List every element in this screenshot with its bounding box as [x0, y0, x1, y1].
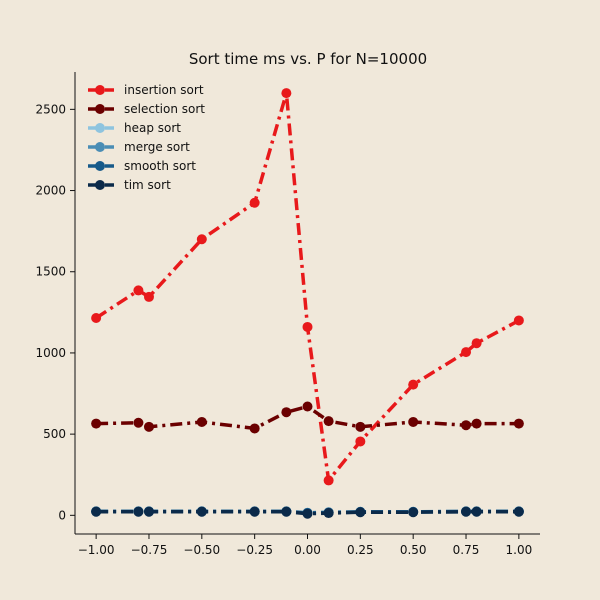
legend-swatch-marker	[95, 180, 105, 190]
data-point	[323, 416, 334, 427]
y-tick-label: 0	[58, 508, 66, 522]
data-point	[323, 475, 334, 486]
chart-title: Sort time ms vs. P for N=10000	[189, 50, 427, 68]
x-tick-label: 1.00	[506, 543, 533, 557]
data-point	[471, 506, 482, 517]
data-point	[461, 420, 472, 431]
y-tick-label: 2500	[35, 102, 66, 116]
data-point	[281, 88, 292, 99]
data-point	[281, 407, 292, 418]
legend: insertion sort selection sort heap sort mer…	[88, 83, 205, 192]
x-tick-label: −0.50	[183, 543, 220, 557]
data-point	[143, 291, 154, 302]
data-point	[91, 418, 102, 429]
data-point	[513, 506, 524, 517]
x-tick-label: −0.25	[236, 543, 273, 557]
data-point	[249, 423, 260, 434]
data-point	[323, 508, 334, 519]
data-point	[408, 507, 419, 518]
series-tim-sort	[91, 506, 524, 519]
x-tick-label: 0.75	[453, 543, 480, 557]
y-tick-label: 1500	[35, 265, 66, 279]
x-tick-label: 0.50	[400, 543, 427, 557]
legend-label: heap sort	[124, 121, 181, 135]
data-point	[133, 506, 144, 517]
legend-label: insertion sort	[124, 83, 204, 97]
legend-label: selection sort	[124, 102, 205, 116]
legend-swatch-marker	[95, 104, 105, 114]
y-tick-label: 1000	[35, 346, 66, 360]
data-point	[355, 507, 366, 518]
data-point	[302, 321, 313, 332]
x-tick-label: 0.25	[347, 543, 374, 557]
data-point	[355, 421, 366, 432]
x-tick-label: −0.75	[131, 543, 168, 557]
data-point	[143, 506, 154, 517]
data-point	[249, 506, 260, 517]
legend-label: merge sort	[124, 140, 190, 154]
data-point	[513, 315, 524, 326]
data-point	[91, 313, 102, 324]
series-selection-sort	[91, 401, 524, 434]
axes: −1.00 −0.75 −0.50 −0.25 0.00 0.25 0.50 0.75 1.00…	[35, 72, 540, 557]
x-tick-label: 0.00	[294, 543, 321, 557]
data-point	[302, 508, 313, 519]
series-insertion-sort	[91, 88, 524, 486]
data-point	[281, 506, 292, 517]
data-point	[461, 506, 472, 517]
y-tick-label: 2000	[35, 184, 66, 198]
legend-item: selection sort	[88, 102, 205, 116]
data-point	[133, 285, 144, 296]
x-tick-label: −1.00	[78, 543, 115, 557]
data-point	[143, 421, 154, 432]
data-point	[196, 416, 207, 427]
data-point	[302, 401, 313, 412]
legend-swatch-marker	[95, 123, 105, 133]
data-point	[133, 417, 144, 428]
y-tick-label: 500	[43, 427, 66, 441]
data-point	[196, 506, 207, 517]
data-point	[355, 436, 366, 447]
data-point	[513, 418, 524, 429]
legend-item: merge sort	[88, 140, 190, 154]
data-point	[471, 418, 482, 429]
legend-item: tim sort	[88, 178, 171, 192]
series-layer	[91, 88, 524, 519]
data-point	[408, 416, 419, 427]
legend-label: tim sort	[124, 178, 171, 192]
data-point	[471, 338, 482, 349]
legend-item: smooth sort	[88, 159, 196, 173]
legend-swatch-marker	[95, 142, 105, 152]
legend-label: smooth sort	[124, 159, 196, 173]
data-point	[249, 197, 260, 208]
legend-item: insertion sort	[88, 83, 204, 97]
legend-swatch-marker	[95, 85, 105, 95]
legend-swatch-marker	[95, 161, 105, 171]
data-point	[196, 234, 207, 245]
data-point	[461, 347, 472, 358]
data-point	[408, 379, 419, 390]
legend-item: heap sort	[88, 121, 181, 135]
data-point	[91, 506, 102, 517]
